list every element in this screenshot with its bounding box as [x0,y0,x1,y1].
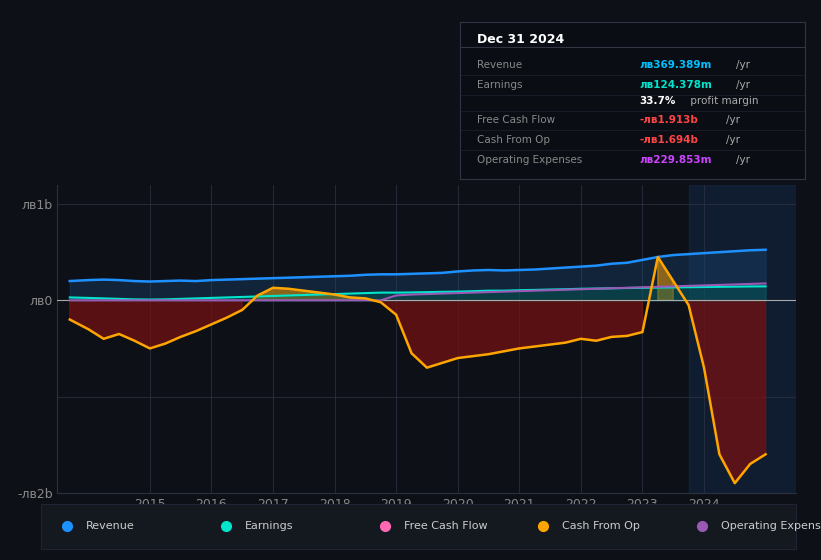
Text: -лв1.694b: -лв1.694b [639,135,698,145]
Text: лв124.378m: лв124.378m [639,80,712,90]
Text: Free Cash Flow: Free Cash Flow [477,115,555,125]
Text: Operating Expenses: Operating Expenses [721,521,821,531]
Text: лв369.389m: лв369.389m [639,60,712,70]
Text: /yr: /yr [736,155,750,165]
Text: 33.7%: 33.7% [639,96,676,106]
Text: Cash From Op: Cash From Op [477,135,550,145]
Text: /yr: /yr [736,80,750,90]
Text: Cash From Op: Cash From Op [562,521,640,531]
Text: /yr: /yr [726,135,740,145]
Bar [689,185,796,493]
Text: Earnings: Earnings [245,521,293,531]
Text: лв229.853m: лв229.853m [639,155,712,165]
Text: Dec 31 2024: Dec 31 2024 [477,34,564,46]
Text: /yr: /yr [726,115,740,125]
Text: Revenue: Revenue [86,521,135,531]
Text: Revenue: Revenue [477,60,522,70]
Text: Operating Expenses: Operating Expenses [477,155,582,165]
Text: /yr: /yr [736,60,750,70]
Text: Earnings: Earnings [477,80,522,90]
Text: Free Cash Flow: Free Cash Flow [404,521,487,531]
Text: -лв1.913b: -лв1.913b [639,115,698,125]
Text: profit margin: profit margin [687,96,759,106]
